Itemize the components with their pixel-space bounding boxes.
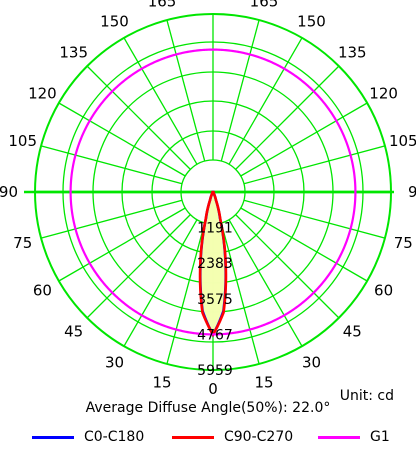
unit-label: Unit: cd (339, 388, 394, 404)
angle-label-left: 15 (152, 373, 171, 391)
radial-tick-label: 3575 (197, 292, 233, 308)
angle-label-right: 45 (343, 322, 362, 340)
grid-spoke (123, 219, 198, 347)
grid-spoke (123, 37, 198, 165)
grid-spoke (228, 219, 303, 347)
grid-spoke (40, 145, 183, 185)
diffuse-angle-summary: Average Diffuse Angle(50%): 22.0° (85, 400, 331, 416)
polar-chart: 1801651501351201059075604530150165150135… (0, 0, 416, 398)
radial-tick-label: 5959 (197, 363, 233, 379)
grid-spoke (166, 19, 206, 162)
angle-label-left: 45 (64, 322, 83, 340)
angle-labels: 1801651501351201059075604530150165150135… (0, 0, 416, 398)
legend-item-c0-c180: C0-C180 (32, 426, 144, 448)
angle-label-right: 90 (408, 183, 416, 201)
grid-spoke (40, 199, 183, 239)
radial-tick-label: 1191 (197, 221, 233, 237)
angle-label-left: 135 (59, 44, 88, 62)
angle-label-right: 165 (250, 0, 279, 11)
grid-spoke (58, 207, 186, 282)
legend: C0-C180 C90-C270 G1 (0, 426, 416, 448)
grid-spoke (86, 65, 191, 170)
angle-label-right: 75 (394, 234, 413, 252)
grid-spoke (243, 145, 386, 185)
grid-spoke (220, 222, 260, 365)
legend-item-g1: G1 (318, 426, 390, 448)
angle-label-right: 30 (302, 354, 321, 372)
angle-label-right: 105 (389, 132, 416, 150)
legend-label-c0-c180: C0-C180 (84, 429, 145, 445)
grid-spoke (220, 19, 260, 162)
angle-label-left: 180 (199, 0, 228, 4)
angle-label-left: 60 (33, 282, 52, 300)
legend-item-c90-c270: C90-C270 (172, 426, 293, 448)
grid-spoke (243, 199, 386, 239)
grid-spoke (235, 214, 340, 319)
grid-spoke (228, 37, 303, 165)
grid-spoke (86, 214, 191, 319)
legend-label-c90-c270: C90-C270 (224, 429, 294, 445)
legend-swatch-c90-c270 (172, 435, 214, 439)
radial-tick-label: 2383 (197, 256, 233, 272)
angle-label-right: 15 (254, 373, 273, 391)
grid-spoke (235, 65, 340, 170)
angle-label-right: 120 (369, 85, 398, 103)
angle-label-right: 135 (338, 44, 367, 62)
series-fill-c90-c270 (200, 192, 226, 335)
angle-label-left: 120 (28, 85, 57, 103)
legend-label-g1: G1 (370, 429, 390, 445)
series-fills (200, 192, 226, 335)
series-curve-g1 (69, 48, 357, 336)
series-curves (69, 48, 357, 338)
grid-spoke (58, 102, 186, 177)
angle-label-left: 105 (8, 132, 37, 150)
legend-swatch-c0-c180 (32, 435, 74, 439)
angle-label-left: 30 (105, 354, 124, 372)
angle-label-left: 150 (100, 12, 129, 30)
angle-label-left: 165 (148, 0, 177, 11)
grid-spoke (240, 102, 368, 177)
legend-swatch-g1 (318, 435, 360, 439)
radial-tick-labels: 1191 2383 3575 4767 5959 (197, 221, 233, 379)
angle-label-left: 75 (13, 234, 32, 252)
grid-spoke (166, 222, 206, 365)
angle-label-right: 60 (374, 282, 393, 300)
grid-spoke (240, 207, 368, 282)
radial-tick-label: 4767 (197, 327, 233, 343)
series-curve-c90-c270 (198, 190, 228, 338)
angle-label-left: 90 (0, 183, 18, 201)
angle-label-right: 150 (297, 12, 326, 30)
angle-label-left: 0 (208, 380, 218, 398)
